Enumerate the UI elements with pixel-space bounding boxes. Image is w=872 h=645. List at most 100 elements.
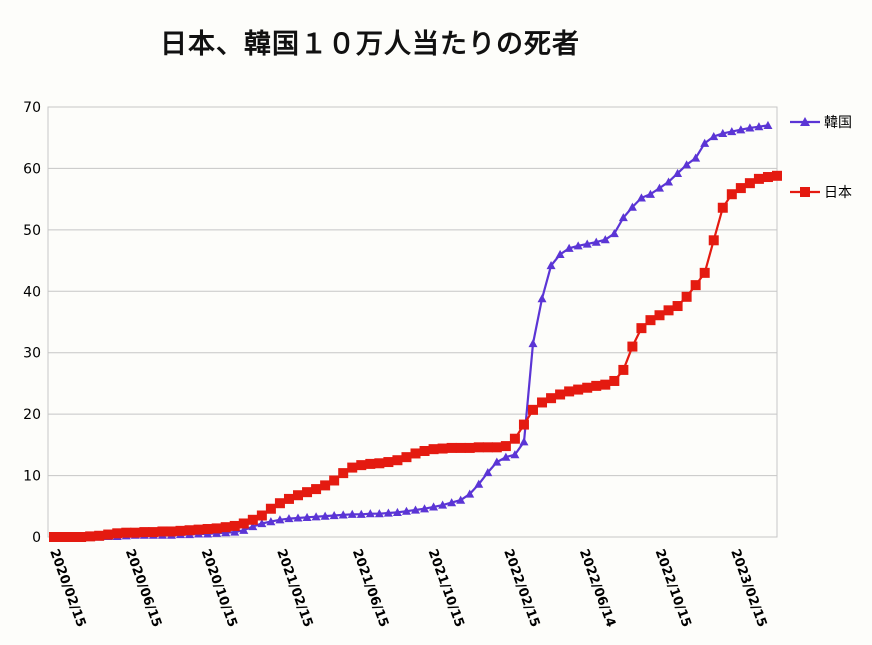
data-point [401, 452, 412, 463]
data-point [762, 172, 773, 183]
data-point [709, 131, 719, 141]
data-point [645, 315, 656, 326]
y-tick-label: 40 [23, 284, 41, 300]
data-point [591, 380, 602, 391]
x-tick-label: 2021/06/15 [349, 547, 391, 629]
data-point [672, 301, 683, 312]
x-tick-label: 2023/02/15 [727, 547, 769, 629]
x-tick-label: 2021/10/15 [425, 547, 467, 629]
data-point [85, 531, 96, 542]
data-point [420, 504, 430, 513]
data-point [274, 498, 285, 509]
data-point [744, 178, 755, 189]
data-point [609, 375, 620, 386]
data-point [401, 506, 411, 515]
data-point [248, 522, 258, 531]
data-point [139, 527, 150, 538]
data-point [383, 508, 393, 517]
data-point [609, 229, 619, 238]
y-tick-label: 30 [23, 346, 41, 362]
data-point [573, 384, 584, 395]
data-point [338, 510, 348, 519]
y-tick-label: 70 [23, 100, 41, 116]
data-point [700, 138, 710, 147]
data-point [103, 529, 114, 540]
data-point [293, 490, 304, 501]
data-point [708, 235, 719, 246]
x-tick-label: 2020/02/15 [46, 547, 88, 629]
data-point [347, 462, 358, 473]
data-point [691, 153, 701, 162]
legend-marker [800, 117, 810, 126]
y-tick-label: 20 [23, 407, 41, 423]
data-point [429, 502, 439, 511]
data-point [202, 524, 213, 535]
data-point [735, 183, 746, 194]
data-point [157, 526, 168, 537]
data-point [76, 532, 87, 542]
y-tick-label: 10 [23, 469, 41, 485]
data-point [302, 487, 313, 498]
data-point [392, 455, 403, 466]
data-point [175, 525, 186, 536]
data-point [690, 280, 701, 291]
data-point [130, 527, 141, 538]
data-point [618, 213, 628, 222]
data-point [754, 122, 764, 131]
data-point [437, 443, 448, 454]
data-point [482, 442, 493, 453]
y-tick-label: 60 [23, 161, 41, 177]
data-point [509, 433, 520, 444]
data-point [329, 511, 339, 520]
data-point [491, 442, 502, 453]
data-point [500, 441, 511, 452]
data-point [356, 509, 366, 518]
x-tick-label: 2022/10/15 [652, 547, 694, 629]
data-point [392, 507, 402, 517]
data-point [681, 291, 692, 302]
y-tick-label: 0 [32, 530, 41, 546]
data-point [447, 498, 457, 507]
data-point [356, 460, 367, 471]
data-point [94, 530, 105, 541]
data-point [410, 448, 421, 459]
data-point [247, 514, 258, 525]
data-point [49, 532, 59, 542]
data-point [537, 294, 547, 303]
legend-label: 日本 [824, 185, 852, 201]
data-point [302, 512, 312, 521]
plot-area [47, 106, 778, 538]
legend-label: 韓国 [824, 115, 852, 131]
data-point [627, 341, 638, 352]
data-point [636, 193, 646, 202]
data-point [311, 512, 321, 521]
data-point [446, 442, 457, 453]
data-point [555, 389, 566, 400]
data-point [211, 523, 222, 534]
data-point [582, 239, 592, 248]
data-point [519, 437, 529, 446]
data-point [238, 518, 249, 529]
data-point [275, 515, 285, 524]
data-point [527, 404, 538, 415]
data-point [564, 243, 574, 252]
data-point [365, 458, 376, 469]
data-point [673, 168, 683, 177]
data-point [645, 189, 655, 198]
data-point [320, 511, 330, 520]
chart-title: 日本、韓国１０万人当たりの死者 [160, 29, 580, 60]
data-point [727, 127, 737, 136]
data-point [474, 479, 484, 488]
data-point [230, 527, 240, 536]
data-point [311, 484, 322, 495]
data-point [772, 170, 782, 181]
data-point [293, 513, 303, 522]
data-point [374, 458, 385, 469]
data-point [338, 468, 349, 479]
data-point [655, 183, 665, 192]
data-point [763, 120, 773, 130]
data-point [284, 514, 294, 523]
data-point [221, 528, 231, 537]
data-point [718, 128, 728, 138]
